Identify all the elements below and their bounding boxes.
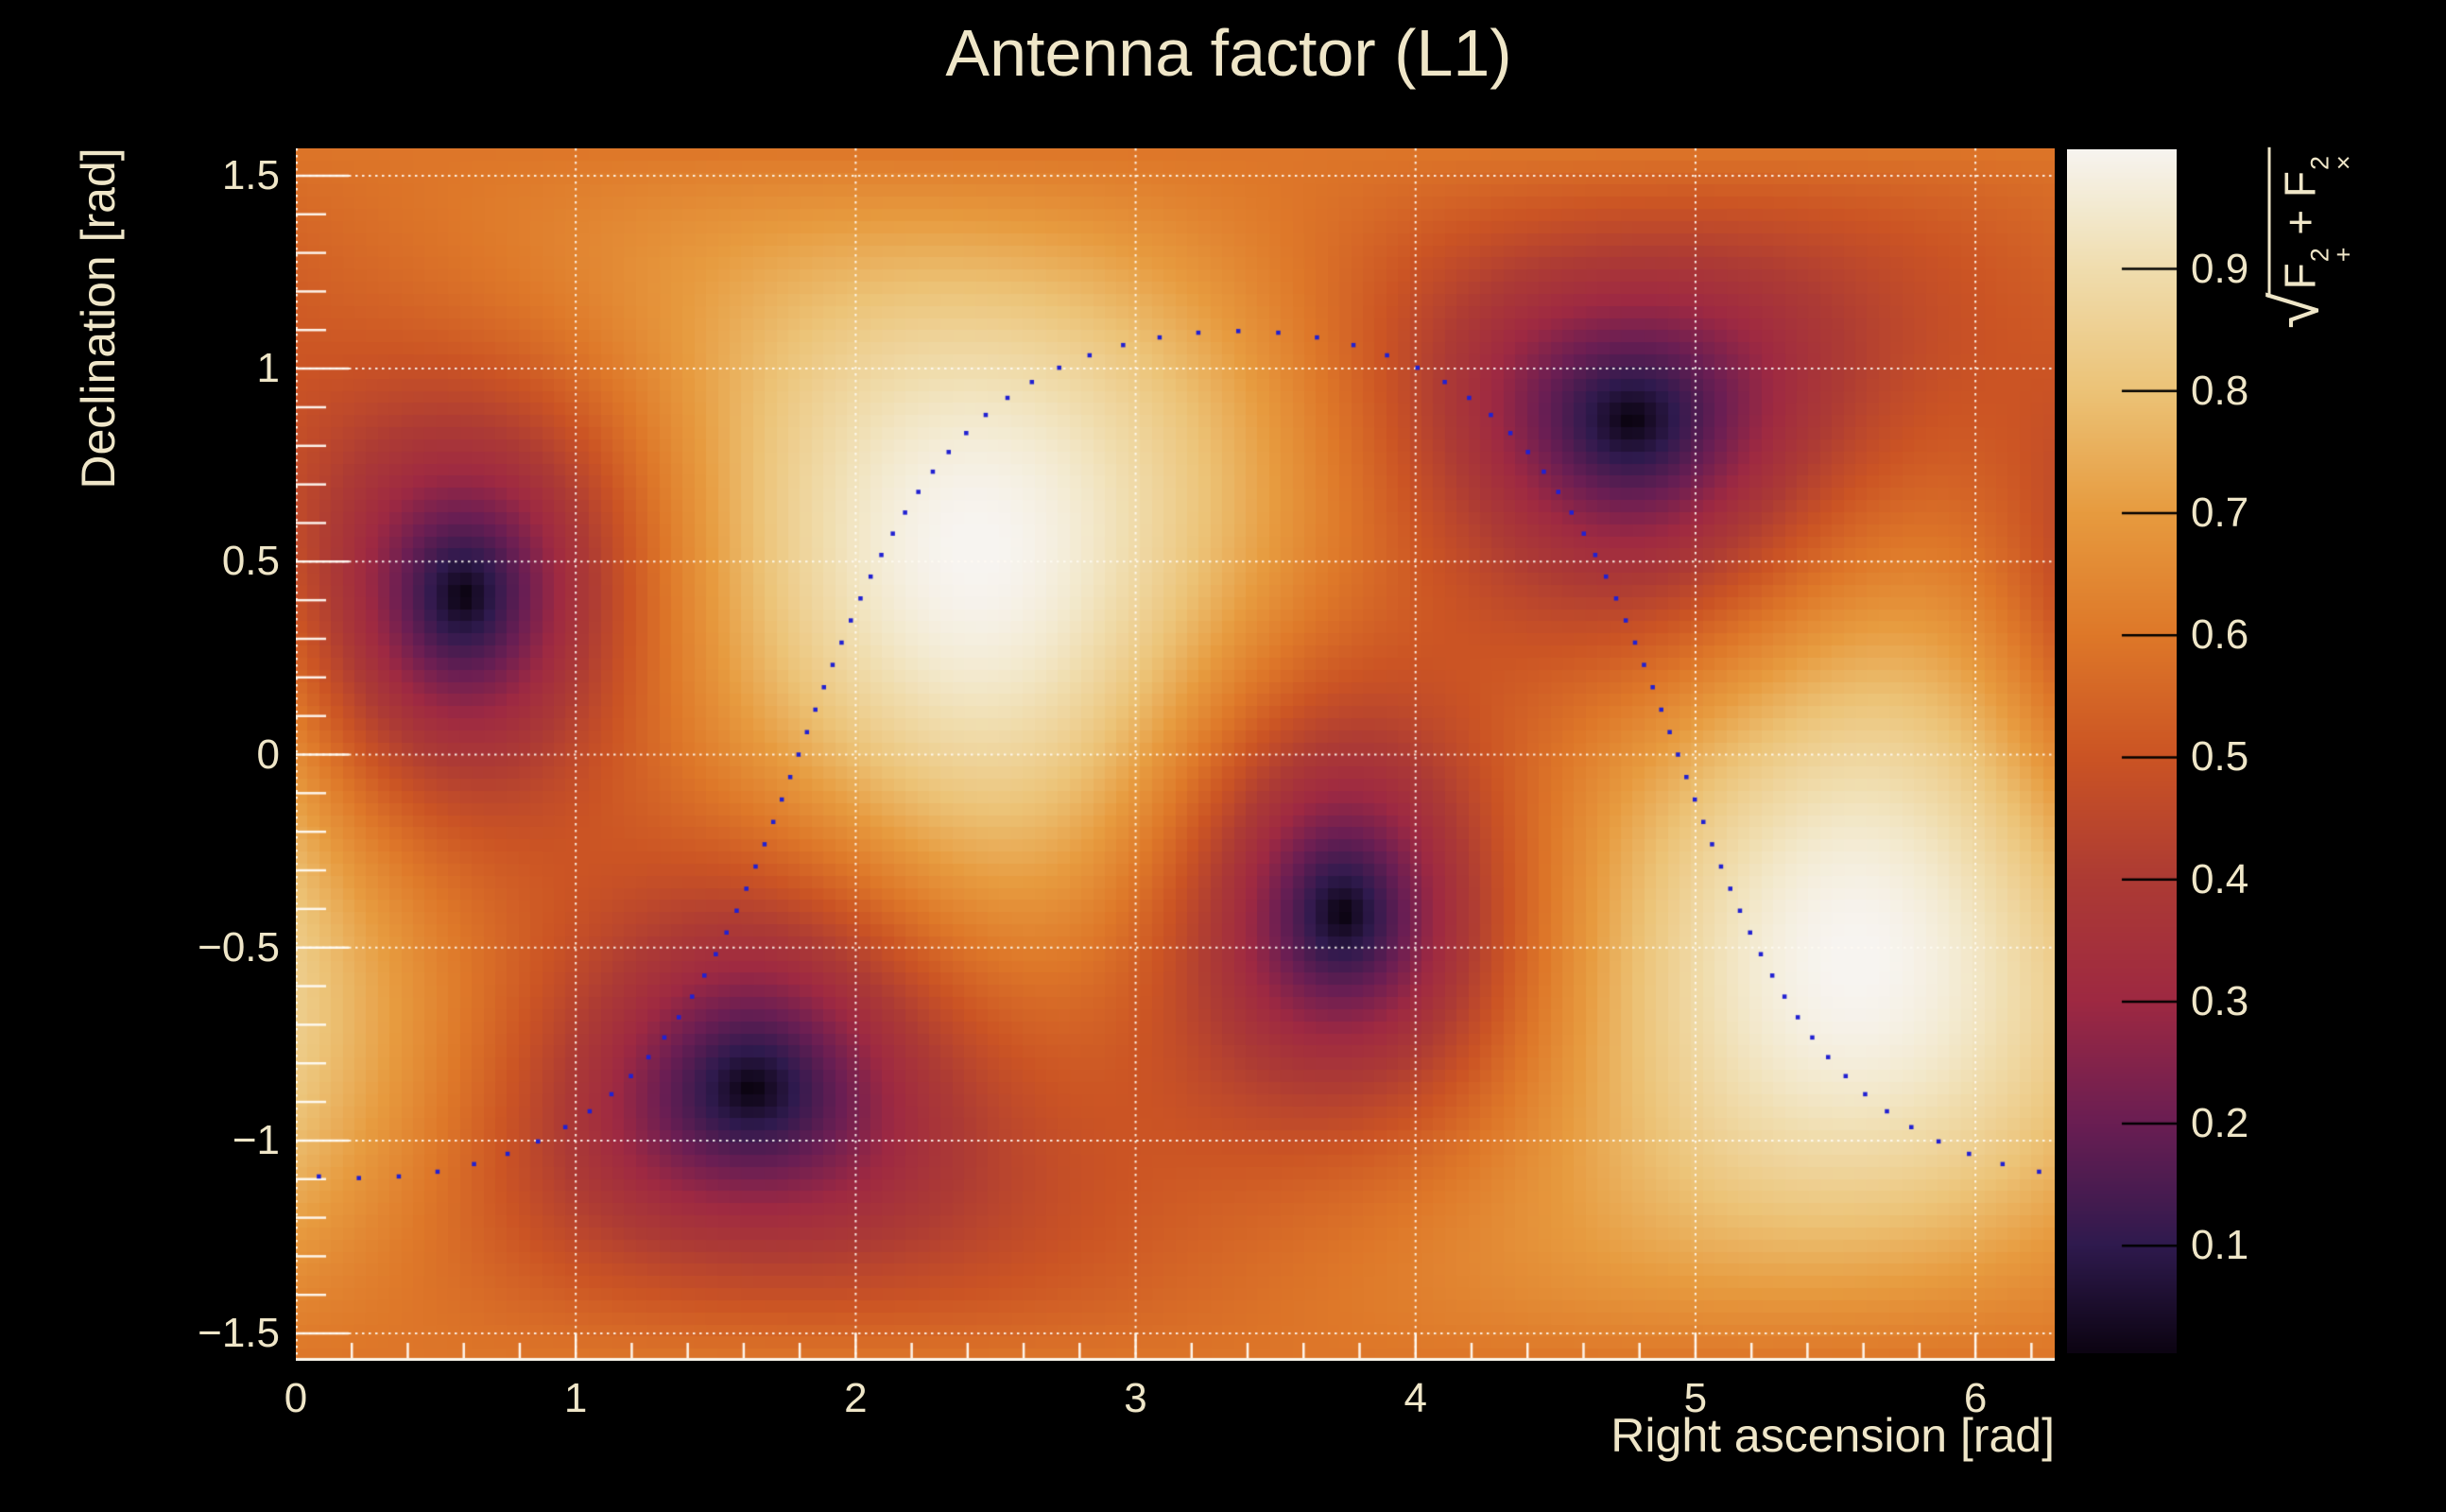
x-tick-label: 1 — [563, 1375, 588, 1421]
x-axis-title: Right ascension [rad] — [1611, 1409, 2055, 1462]
colorbar-tick-label: 0.6 — [2191, 611, 2249, 659]
x-tick-label: 4 — [1404, 1375, 1427, 1421]
colorbar-tick-label: 0.8 — [2191, 367, 2249, 414]
colorbar-tick-label: 0.3 — [2191, 977, 2249, 1024]
f-cross-scripts: 2 × — [2306, 155, 2358, 170]
colorbar-tick-label: 0.4 — [2191, 855, 2249, 902]
y-tick-label: −1.5 — [198, 1310, 280, 1357]
f-plus-scripts: 2 + — [2306, 247, 2358, 263]
y-tick-label: 0.5 — [221, 538, 280, 585]
colorbar — [2067, 149, 2177, 1353]
colorbar-tick-label: 0.1 — [2191, 1222, 2249, 1269]
colorbar-tick-label: 0.7 — [2191, 490, 2249, 537]
x-tick-label: 3 — [1124, 1375, 1147, 1421]
y-tick-label: 1.5 — [221, 151, 280, 198]
x-tick-label: 2 — [844, 1375, 868, 1421]
y-tick-label: −1 — [232, 1116, 280, 1163]
x-tick-label: 6 — [1963, 1375, 1988, 1421]
f-cross: F — [2275, 170, 2325, 198]
plus-sign: + — [2275, 198, 2325, 248]
sub-plus: + — [2329, 247, 2358, 263]
f-plus: F — [2275, 263, 2325, 290]
sub-cross: × — [2329, 155, 2358, 170]
colorbar-tick-label: 0.9 — [2191, 245, 2249, 292]
antenna-factor-heatmap — [296, 148, 2055, 1361]
x-tick-label: 5 — [1683, 1375, 1708, 1421]
colorbar-tick-label: 0.2 — [2191, 1100, 2249, 1147]
sqrt-symbol: √ — [2258, 292, 2333, 329]
y-tick-label: 1 — [256, 345, 280, 392]
radicand: F 2 + + F 2 × — [2267, 147, 2358, 298]
colorbar-tick-label: 0.5 — [2191, 733, 2249, 781]
y-tick-label: −0.5 — [198, 923, 280, 971]
x-tick-label: 0 — [284, 1375, 308, 1421]
colorbar-axis-title: √ F 2 + + F 2 × — [2258, 147, 2358, 329]
y-tick-label: 0 — [256, 730, 280, 778]
page-title: Antenna factor (L1) — [945, 16, 1512, 90]
